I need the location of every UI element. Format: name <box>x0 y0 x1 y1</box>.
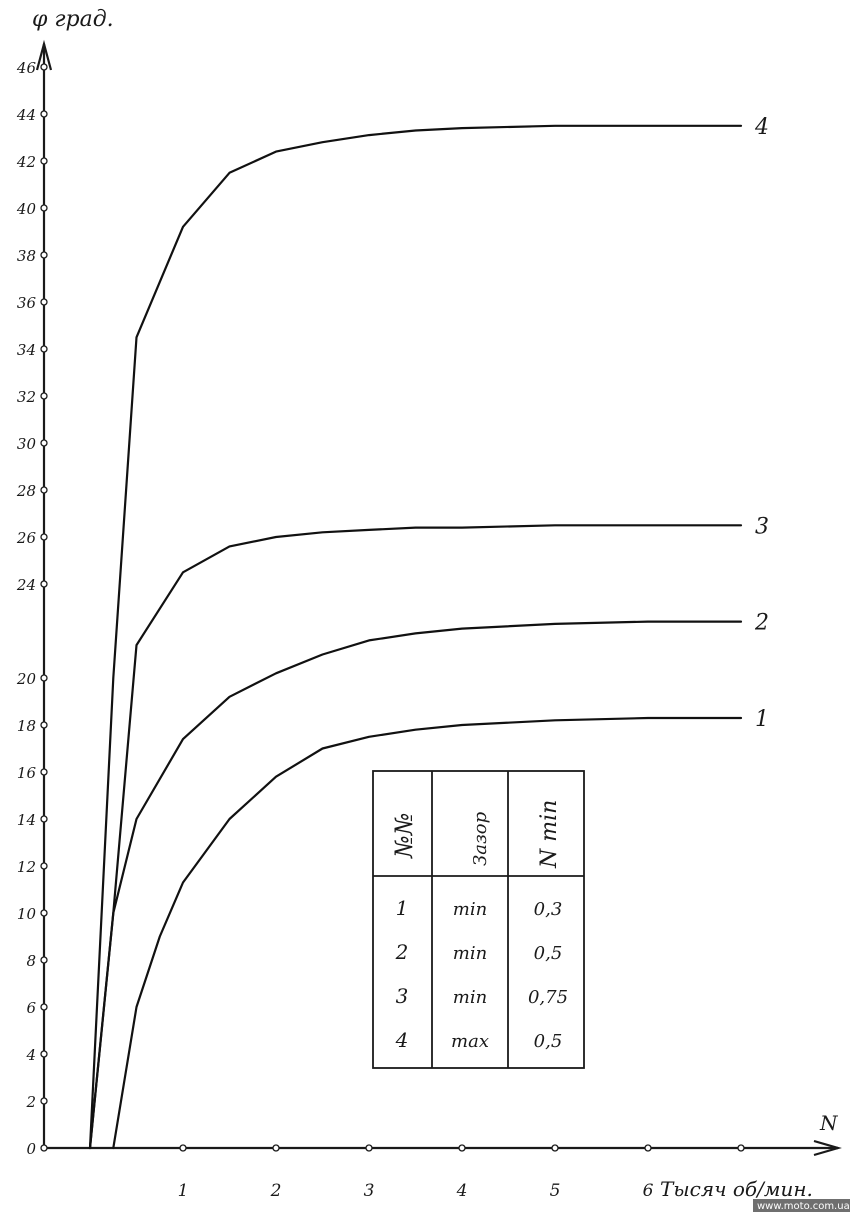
legend-cell: min <box>453 987 487 1008</box>
y-tick-mark <box>40 956 48 964</box>
y-tick-label: 10 <box>17 905 37 923</box>
y-tick-label: 32 <box>17 388 36 406</box>
y-tick-mark <box>40 862 48 870</box>
legend-cell: 1 <box>396 896 409 920</box>
y-axis-title: φ град. <box>32 7 114 32</box>
x-tick-label: 2 <box>270 1181 282 1201</box>
series-1-label: 1 <box>755 707 769 732</box>
y-tick-label: 12 <box>17 858 36 876</box>
y-tick-label: 8 <box>26 952 36 970</box>
legend-cell: min <box>453 899 487 920</box>
y-tick-mark <box>40 533 48 541</box>
y-tick-mark <box>40 815 48 823</box>
y-tick-mark <box>40 1050 48 1058</box>
y-tick-label: 26 <box>16 529 37 547</box>
y-tick-label: 0 <box>26 1140 36 1158</box>
x-axis-title: N <box>819 1111 839 1135</box>
y-axis-arrow <box>35 39 53 71</box>
x-tick-mark <box>179 1144 187 1152</box>
y-tick-mark <box>40 768 48 776</box>
series-group: 1 2 3 4 <box>88 115 769 1150</box>
y-tick-label: 6 <box>26 999 36 1017</box>
y-ticks-group: 0246810121416182024262830323436384042444… <box>16 59 48 1158</box>
y-tick-label: 30 <box>17 435 37 453</box>
y-tick-mark <box>40 1144 48 1152</box>
y-tick-label: 40 <box>16 200 37 218</box>
y-tick-label: 38 <box>17 247 36 265</box>
x-ticks-group: 1 2 3 4 5 6 <box>178 1144 745 1201</box>
legend-cell: 0,5 <box>534 1031 563 1052</box>
legend-cell: max <box>451 1031 489 1052</box>
x-tick-mark <box>737 1144 745 1152</box>
legend-cell: 4 <box>395 1028 409 1052</box>
legend-header-gap: Зазор <box>470 811 491 866</box>
y-tick-label: 42 <box>16 153 36 171</box>
series-3-line <box>88 524 743 1150</box>
y-tick-label: 16 <box>17 764 37 782</box>
y-tick-mark <box>40 909 48 917</box>
x-tick-label: 3 <box>364 1181 375 1201</box>
legend-header-nmin: N min <box>537 800 562 869</box>
x-tick-mark <box>365 1144 373 1152</box>
series-3-label: 3 <box>755 514 769 539</box>
y-tick-mark <box>40 392 48 400</box>
y-tick-label: 18 <box>17 717 36 735</box>
legend-cell: 0,5 <box>534 943 563 964</box>
y-tick-mark <box>40 486 48 494</box>
x-tick-mark <box>551 1144 559 1152</box>
x-axis-arrow <box>813 1139 842 1157</box>
series-2-line <box>88 620 743 1150</box>
x-tick-mark <box>644 1144 652 1152</box>
x-tick-mark <box>272 1144 280 1152</box>
x-tick-label: 5 <box>550 1181 561 1201</box>
legend-cell: 0,3 <box>534 899 563 920</box>
y-tick-label: 46 <box>16 59 37 77</box>
series-1-line <box>112 716 743 1150</box>
y-tick-label: 34 <box>17 341 36 359</box>
y-tick-label: 14 <box>17 811 36 829</box>
legend-border <box>372 770 585 1069</box>
y-tick-mark <box>40 439 48 447</box>
x-tick-label: 4 <box>456 1181 468 1201</box>
y-tick-label: 2 <box>25 1093 36 1111</box>
y-tick-mark <box>40 157 48 165</box>
x-axis-unit-label: Тысяч об/мин. <box>660 1177 813 1201</box>
y-tick-mark <box>40 110 48 118</box>
y-tick-mark <box>40 1097 48 1105</box>
y-tick-mark <box>40 345 48 353</box>
y-tick-label: 24 <box>16 576 36 594</box>
x-tick-mark <box>458 1144 466 1152</box>
y-tick-mark <box>40 580 48 588</box>
x-tick-label: 1 <box>178 1181 189 1201</box>
y-tick-mark <box>40 204 48 212</box>
y-tick-label: 44 <box>16 106 36 124</box>
y-tick-mark <box>40 674 48 682</box>
y-tick-label: 4 <box>25 1046 36 1064</box>
y-tick-mark <box>40 63 48 71</box>
watermark-text: www.moto.com.ua <box>757 1201 850 1212</box>
legend-cell: 2 <box>395 940 409 964</box>
series-2-label: 2 <box>754 611 769 636</box>
series-4-label: 4 <box>754 115 769 140</box>
y-tick-label: 36 <box>17 294 37 312</box>
y-tick-mark <box>40 721 48 729</box>
legend-rows: 1 min 0,3 2 min 0,5 3 min 0,75 4 max 0,5 <box>395 896 568 1052</box>
legend-cell: min <box>453 943 487 964</box>
x-tick-label: 6 <box>643 1181 654 1201</box>
y-tick-mark <box>40 251 48 259</box>
legend-table: №№ Зазор N min 1 min 0,3 2 min 0,5 3 min 0,75 4 ma… <box>372 770 585 1069</box>
legend-cell: 3 <box>396 984 409 1008</box>
y-tick-label: 28 <box>16 482 36 500</box>
y-tick-label: 20 <box>16 670 37 688</box>
y-tick-mark <box>40 1003 48 1011</box>
series-4-line <box>88 124 743 1150</box>
legend-header-number: №№ <box>390 813 418 859</box>
legend-cell: 0,75 <box>528 987 568 1008</box>
watermark-background <box>753 1199 850 1212</box>
y-tick-mark <box>40 298 48 306</box>
